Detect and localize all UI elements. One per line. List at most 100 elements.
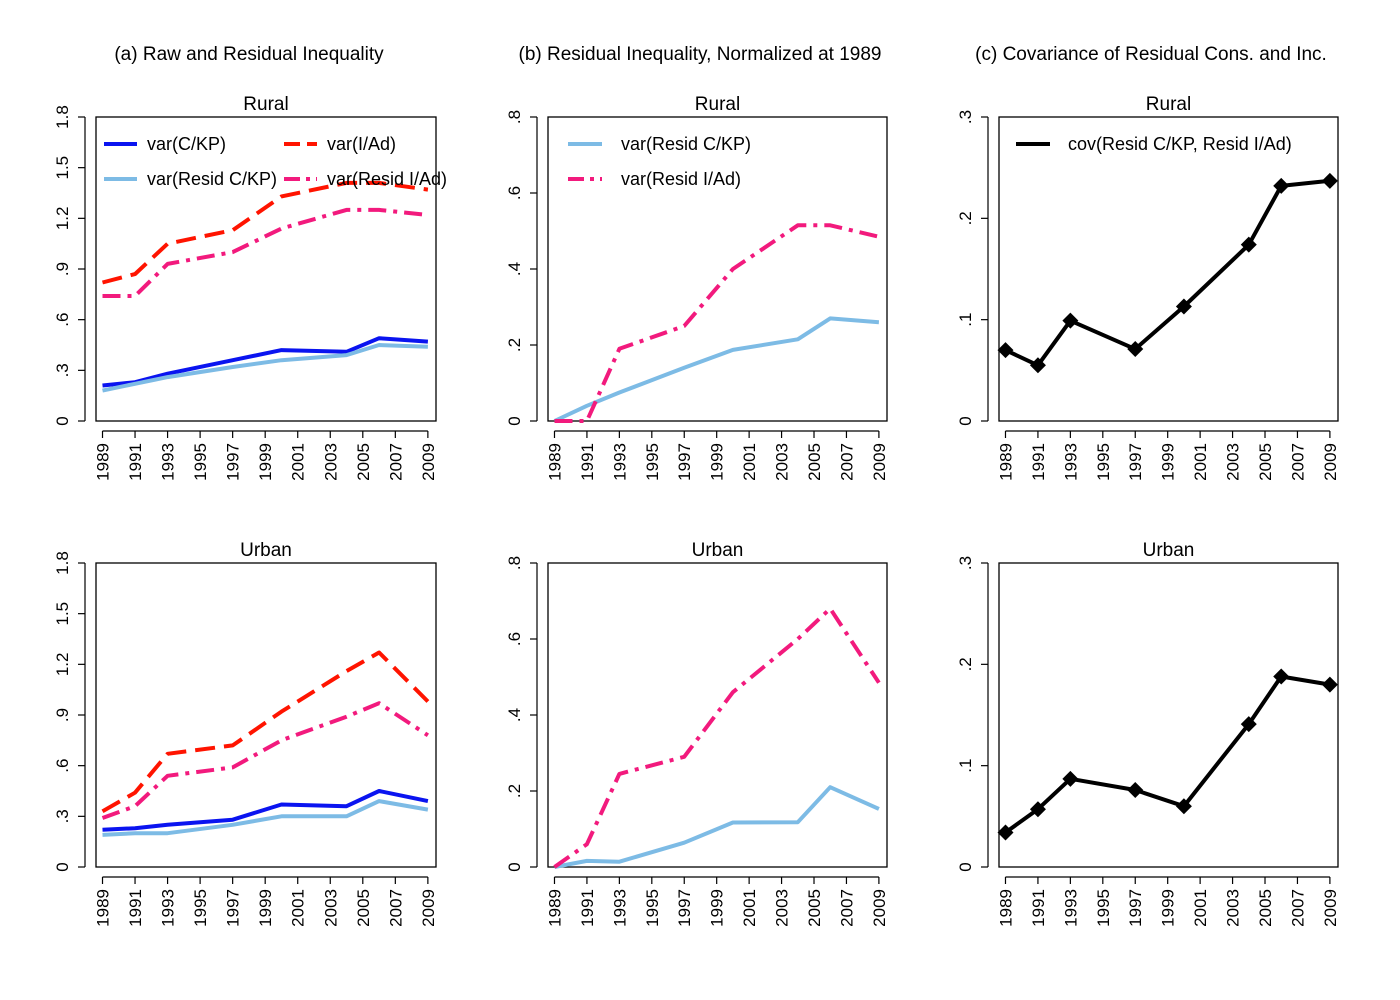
data-point-marker xyxy=(997,824,1014,841)
panel-urban-3: Urban 0 .2 .4 .6 .8 1989 1991 1993 1995 1997 1999 20… xyxy=(505,540,889,927)
x-tick-label: 1991 xyxy=(1029,889,1048,927)
y-tick-label: .9 xyxy=(53,708,72,722)
plot-frame xyxy=(547,562,888,868)
series-line-var-resid-c-kp xyxy=(554,785,880,869)
plot-frame xyxy=(998,116,1339,422)
panel-title: Rural xyxy=(695,94,740,115)
y-tick-label: .2 xyxy=(956,211,975,225)
x-tick-label: 1999 xyxy=(256,889,275,927)
column-title-a: (a) Raw and Residual Inequality xyxy=(114,44,384,65)
x-tick-label: 2005 xyxy=(1256,443,1275,481)
x-tick-label: 1995 xyxy=(191,889,210,927)
y-tick-label: .4 xyxy=(505,708,524,722)
legend-label-var-c-kp: var(C/KP) xyxy=(147,134,226,154)
data-point-marker xyxy=(1240,236,1257,253)
x-tick-label: 2009 xyxy=(1321,443,1340,481)
x-tick-label: 1989 xyxy=(545,443,564,481)
series-line-var-i-ad xyxy=(101,650,430,814)
x-tick-label: 1991 xyxy=(1029,443,1048,481)
legend-label-var-resid-i-ad: var(Resid I/Ad) xyxy=(327,169,447,189)
y-tick-label: .1 xyxy=(956,759,975,773)
y-tick-label: 1.5 xyxy=(53,156,72,180)
x-tick-label: 2001 xyxy=(289,443,308,481)
x-tick-label: 2003 xyxy=(1224,889,1243,927)
data-point-marker xyxy=(1175,298,1192,315)
x-tick-label: 1991 xyxy=(578,889,597,927)
data-point-marker xyxy=(1273,668,1290,685)
y-tick-label: .8 xyxy=(505,556,524,570)
x-tick-label: 1989 xyxy=(94,443,113,481)
series-line-var-resid-i-ad xyxy=(101,701,429,820)
legend-label-var-resid-c-kp: var(Resid C/KP) xyxy=(621,134,751,154)
x-tick-label: 1989 xyxy=(996,889,1015,927)
x-tick-label: 1995 xyxy=(191,443,210,481)
x-tick-label: 1993 xyxy=(159,443,178,481)
y-tick-label: .9 xyxy=(53,262,72,276)
x-tick-label: 2009 xyxy=(870,889,889,927)
data-point-marker xyxy=(1321,172,1338,189)
panel-title: Rural xyxy=(1146,94,1191,115)
x-tick-label: 1999 xyxy=(708,443,727,481)
y-tick-label: 1.2 xyxy=(53,653,72,677)
x-tick-label: 2001 xyxy=(289,889,308,927)
x-tick-label: 2007 xyxy=(837,889,856,927)
y-tick-label: .2 xyxy=(956,657,975,671)
data-point-marker xyxy=(1127,781,1144,798)
x-tick-label: 1993 xyxy=(1061,889,1080,927)
series-line-cov-resid-c-kp-resid-i-ad xyxy=(1004,674,1331,835)
x-tick-label: 1997 xyxy=(675,443,694,481)
y-tick-label: 1.8 xyxy=(53,551,72,575)
y-tick-label: 0 xyxy=(956,862,975,871)
y-tick-label: .6 xyxy=(53,313,72,327)
data-point-marker xyxy=(1029,357,1046,374)
panel-title: Urban xyxy=(692,540,744,561)
x-tick-label: 2001 xyxy=(740,889,759,927)
x-tick-label: 1993 xyxy=(159,889,178,927)
series-line-var-resid-c-kp xyxy=(102,343,428,393)
panel-urban-1: Urban 0 .3 .6 .9 1.2 1.5 1.8 1989 1991 1993 1995 199… xyxy=(53,540,438,927)
x-tick-label: 2009 xyxy=(870,443,889,481)
panel-title: Urban xyxy=(240,540,292,561)
x-tick-label: 1999 xyxy=(1159,443,1178,481)
y-tick-label: 1.2 xyxy=(53,207,72,231)
data-point-marker xyxy=(1062,312,1079,329)
x-tick-label: 2007 xyxy=(1288,889,1307,927)
panels: Rural 0 .3 .6 .9 1.2 1.5 1.8 1989 1991 1993 1995 199… xyxy=(53,94,1340,927)
y-tick-label: .6 xyxy=(505,186,524,200)
plot-frame xyxy=(95,116,437,422)
x-tick-label: 1995 xyxy=(1094,443,1113,481)
x-tick-label: 1991 xyxy=(126,443,145,481)
x-tick-label: 2009 xyxy=(1321,889,1340,927)
x-tick-label: 2003 xyxy=(773,443,792,481)
x-tick-label: 1993 xyxy=(610,889,629,927)
x-tick-label: 1999 xyxy=(708,889,727,927)
panel-rural-2: Rural 0 .2 .4 .6 .8 1989 1991 1993 1995 1997 1999 20… xyxy=(505,94,889,481)
y-tick-label: .6 xyxy=(505,632,524,646)
x-tick-label: 2001 xyxy=(1191,443,1210,481)
y-tick-label: .3 xyxy=(956,556,975,570)
data-point-marker xyxy=(1321,676,1338,693)
data-point-marker xyxy=(1273,177,1290,194)
x-tick-label: 1995 xyxy=(1094,889,1113,927)
y-tick-label: .8 xyxy=(505,110,524,124)
legend-label-var-i-ad: var(I/Ad) xyxy=(327,134,396,154)
x-tick-label: 2005 xyxy=(354,889,373,927)
column-title-c: (c) Covariance of Residual Cons. and Inc… xyxy=(975,44,1327,65)
x-tick-label: 1997 xyxy=(224,443,243,481)
x-tick-label: 1999 xyxy=(1159,889,1178,927)
x-tick-label: 1993 xyxy=(1061,443,1080,481)
panel-urban-5: Urban 0 .1 .2 .3 1989 1991 1993 1995 1997 1999 2001… xyxy=(956,540,1340,927)
x-tick-label: 1989 xyxy=(996,443,1015,481)
x-tick-label: 2003 xyxy=(321,889,340,927)
x-tick-label: 1991 xyxy=(126,889,145,927)
x-tick-label: 2005 xyxy=(805,443,824,481)
x-tick-label: 1993 xyxy=(610,443,629,481)
y-tick-label: 0 xyxy=(53,416,72,425)
y-tick-label: .3 xyxy=(956,110,975,124)
x-tick-label: 1989 xyxy=(94,889,113,927)
x-tick-label: 1997 xyxy=(675,889,694,927)
data-point-marker xyxy=(1175,798,1192,815)
x-tick-label: 1995 xyxy=(643,443,662,481)
x-tick-label: 2007 xyxy=(386,443,405,481)
